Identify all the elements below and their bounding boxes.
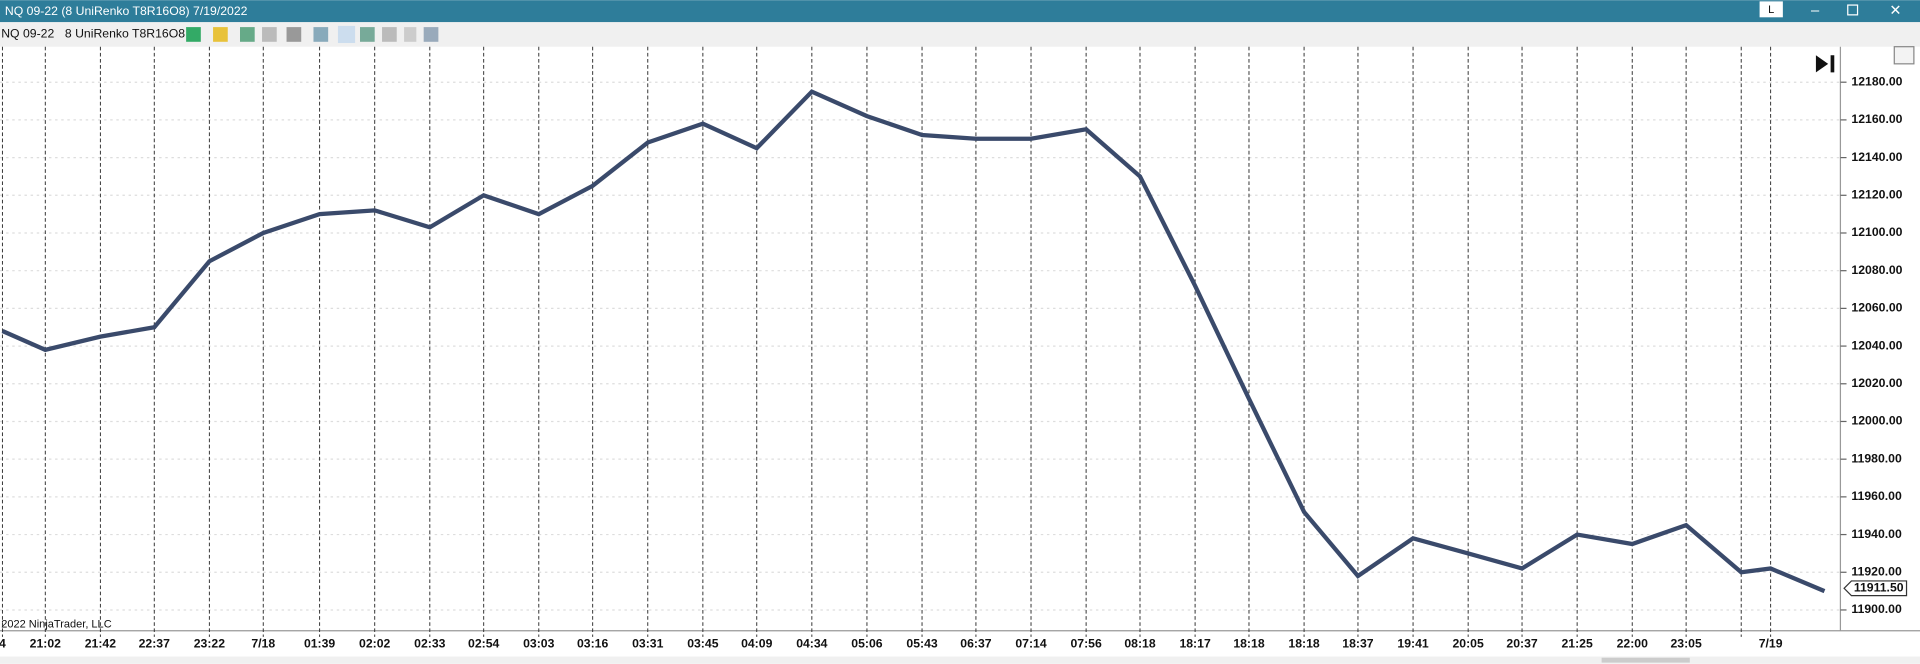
x-tick-label: 19:41: [1397, 636, 1428, 650]
icon[interactable]: [382, 27, 397, 42]
title-bar: [0, 0, 1920, 23]
icon[interactable]: [423, 27, 439, 42]
y-tick-label: 12120.00: [1851, 188, 1902, 202]
x-tick-label: 20:05: [1453, 636, 1484, 650]
x-tick-label: 22:37: [139, 636, 170, 650]
x-tick-label: 05:43: [906, 636, 937, 650]
y-tick-label: 12080.00: [1851, 263, 1902, 277]
x-tick-label: 7/19: [1759, 636, 1783, 650]
x-tick-label: 04:34: [796, 636, 827, 650]
icon[interactable]: [404, 27, 417, 42]
x-tick-label: 03:16: [577, 636, 608, 650]
x-tick-label: 06:37: [960, 636, 991, 650]
minimize[interactable]: –: [1811, 3, 1820, 19]
icon[interactable]: [360, 27, 375, 42]
copyright: 2022 NinjaTrader, LLC: [1, 619, 111, 631]
icon[interactable]: [286, 27, 302, 42]
x-tick-label: 05:06: [851, 636, 882, 650]
y-tick-label: 12100.00: [1851, 225, 1902, 239]
y-tick-label: 11920.00: [1851, 564, 1902, 578]
y-tick-label: 11960.00: [1851, 489, 1902, 503]
y-tick-label: 11980.00: [1851, 451, 1902, 465]
x-tick-label: 04:09: [741, 636, 772, 650]
y-tick-label: 12020.00: [1851, 376, 1902, 390]
y-tick-label: 12000.00: [1851, 414, 1902, 428]
x-tick-label: 23:22: [194, 636, 225, 650]
x-tick-label: 18:17: [1179, 636, 1210, 650]
x-tick-label: 03:31: [632, 636, 663, 650]
y-tick-label: 12180.00: [1851, 74, 1902, 88]
y-tick-label: 12160.00: [1851, 112, 1902, 126]
icon[interactable]: [240, 27, 255, 42]
x-tick-label: 07:56: [1070, 636, 1101, 650]
scrollbar[interactable]: [0, 656, 1920, 664]
price-line: [1, 89, 1826, 594]
x-tick-label: 08:18: [1124, 636, 1155, 650]
x-tick-label: 18:18: [1233, 636, 1264, 650]
last-price-marker: [1843, 580, 1908, 597]
link-button[interactable]: [1759, 1, 1783, 18]
x-tick-label: 03:45: [687, 636, 718, 650]
x-tick-label: 4: [0, 636, 6, 650]
x-tick-label: 18:18: [1288, 636, 1319, 650]
scroll-thumb[interactable]: [1601, 657, 1690, 663]
last-price-label: 11911.50: [1854, 581, 1904, 595]
icon[interactable]: [186, 27, 201, 42]
x-tick-label: 20:37: [1506, 636, 1537, 650]
icon[interactable]: [262, 27, 277, 42]
x-tick-label: 7/18: [251, 636, 275, 650]
icon[interactable]: [213, 27, 228, 42]
x-tick-label: 22:00: [1617, 636, 1648, 650]
window-title: NQ 09-22 (8 UniRenko T8R16O8) 7/19/2022: [5, 4, 248, 18]
toolbar-icons[interactable]: [186, 25, 439, 44]
y-tick-label: 11940.00: [1851, 527, 1902, 541]
x-tick-label: 21:02: [30, 636, 61, 650]
x-tick-label: 03:03: [523, 636, 554, 650]
bar-type-selector[interactable]: 8 UniRenko T8R16O8: [65, 27, 185, 41]
x-tick-label: 18:37: [1342, 636, 1373, 650]
icon[interactable]: [337, 25, 356, 44]
x-tick-label: 02:02: [359, 636, 390, 650]
x-tick-label: 23:05: [1670, 636, 1701, 650]
x-tick-label: 07:14: [1015, 636, 1046, 650]
y-tick-label: 11900.00: [1851, 602, 1902, 616]
close[interactable]: ✕: [1889, 3, 1901, 19]
y-tick-label: 12140.00: [1851, 150, 1902, 164]
x-tick-label: 01:39: [304, 636, 335, 650]
x-tick-label: 02:33: [414, 636, 445, 650]
link-label[interactable]: L: [1768, 4, 1774, 16]
x-tick-label: 21:25: [1561, 636, 1592, 650]
y-tick-label: 12040.00: [1851, 338, 1902, 352]
maximize[interactable]: [1847, 4, 1859, 16]
x-tick-label: 21:42: [85, 636, 116, 650]
panel-menu[interactable]: [1893, 46, 1915, 65]
instrument-selector[interactable]: NQ 09-22: [1, 27, 54, 41]
x-tick-label: 02:54: [468, 636, 499, 650]
scroll-to-end[interactable]: [1815, 55, 1835, 73]
y-tick-label: 12060.00: [1851, 301, 1902, 315]
icon[interactable]: [313, 27, 329, 42]
